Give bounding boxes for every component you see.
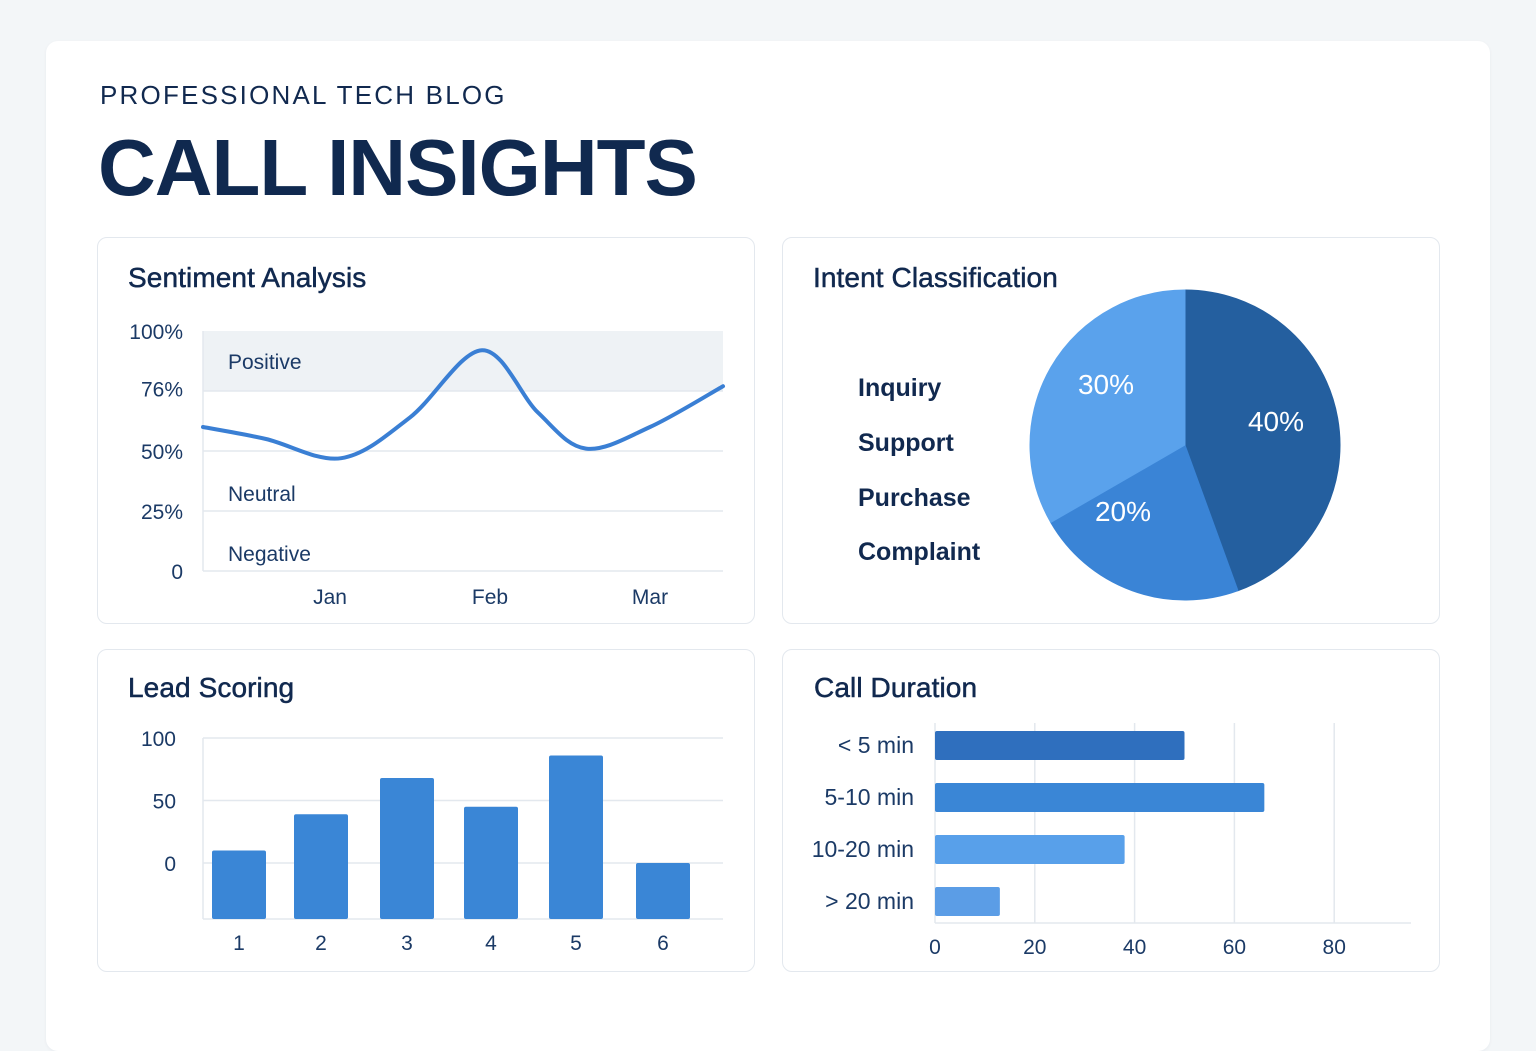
pie-slice xyxy=(1050,444,1239,601)
lead-bar xyxy=(549,755,603,919)
x-tick-label: 3 xyxy=(401,932,413,955)
pie-slice xyxy=(1184,289,1341,592)
duration-bar xyxy=(935,783,1265,812)
lead-bar xyxy=(464,806,518,919)
x-tick-label: 60 xyxy=(1223,936,1246,959)
sentiment-line-chart: 100% 76% 50% 25% 0 Jan Feb Mar Positive Neutral Ne… xyxy=(129,321,725,609)
lead-bar-chart: 100 50 0 1 2 3 4 5 6 xyxy=(141,728,723,955)
zone-label: Positive xyxy=(228,351,302,374)
intent-pie-chart: 40% 20% 30% Inquiry Support Purchase Complaint xyxy=(858,289,1341,601)
legend-label: Support xyxy=(858,429,954,457)
legend-label: Inquiry xyxy=(858,374,941,402)
legend-label: Purchase xyxy=(858,484,971,512)
y-tick-label: 25% xyxy=(141,501,183,524)
x-tick-label: 0 xyxy=(929,936,941,959)
page-title: CALL INSIGHTS xyxy=(98,123,698,212)
legend-label: Complaint xyxy=(858,538,981,566)
panel-title: Lead Scoring xyxy=(128,672,295,704)
y-tick-label: 50 xyxy=(153,791,176,814)
lead-bar xyxy=(636,863,690,919)
sentiment-series-line xyxy=(201,348,725,461)
blog-kicker: PROFESSIONAL TECH BLOG xyxy=(100,80,507,110)
x-tick-label: 40 xyxy=(1123,936,1146,959)
category-label: 10-20 min xyxy=(812,836,914,862)
lead-bar xyxy=(212,850,266,919)
lead-scoring-panel: Lead Scoring 100 50 0 1 2 3 4 5 6 xyxy=(97,649,755,972)
zone-label: Negative xyxy=(228,543,311,566)
category-label: < 5 min xyxy=(838,732,914,758)
x-tick-label: 5 xyxy=(570,932,582,955)
pie-slice xyxy=(1029,289,1186,524)
duration-bar xyxy=(935,887,1000,916)
x-tick-label: Jan xyxy=(313,586,347,609)
x-tick-label: 20 xyxy=(1023,936,1046,959)
call-duration-panel: Call Duration 0 20 40 60 80 < 5 min 5-10 min 10… xyxy=(782,649,1440,972)
duration-bar xyxy=(935,731,1185,760)
zone-label: Neutral xyxy=(228,483,296,506)
pie-slice-label: 40% xyxy=(1248,406,1304,437)
panel-title: Call Duration xyxy=(814,672,978,704)
x-tick-label: 2 xyxy=(315,932,327,955)
category-label: 5-10 min xyxy=(825,784,914,810)
y-tick-label: 0 xyxy=(171,561,183,584)
intent-classification-panel: Intent Classification 40% 20% 30% Inquiry Su… xyxy=(782,237,1440,624)
duration-bar-chart: 0 20 40 60 80 < 5 min 5-10 min 10-20 min > 20 mi… xyxy=(812,723,1411,959)
y-tick-label: 76% xyxy=(141,379,183,402)
lead-bar xyxy=(380,778,434,919)
category-label: > 20 min xyxy=(825,888,914,914)
x-tick-label: 6 xyxy=(657,932,669,955)
lead-bar xyxy=(294,814,348,919)
x-tick-label: 4 xyxy=(485,932,497,955)
x-tick-label: 80 xyxy=(1323,936,1346,959)
duration-bar xyxy=(935,835,1125,864)
x-tick-label: 1 xyxy=(233,932,245,955)
y-tick-label: 50% xyxy=(141,441,183,464)
panel-title: Sentiment Analysis xyxy=(128,262,367,294)
pie-slice-label: 30% xyxy=(1078,369,1134,400)
x-tick-label: Feb xyxy=(472,586,508,609)
panel-title: Intent Classification xyxy=(813,262,1058,294)
sentiment-analysis-panel: Sentiment Analysis 100% 76% 50% 25% 0 Jan Feb M… xyxy=(97,237,755,624)
y-tick-label: 100 xyxy=(141,728,176,751)
y-tick-label: 0 xyxy=(164,853,176,876)
x-tick-label: Mar xyxy=(632,586,668,609)
pie-slice-label: 20% xyxy=(1095,496,1151,527)
y-tick-label: 100% xyxy=(129,321,183,344)
